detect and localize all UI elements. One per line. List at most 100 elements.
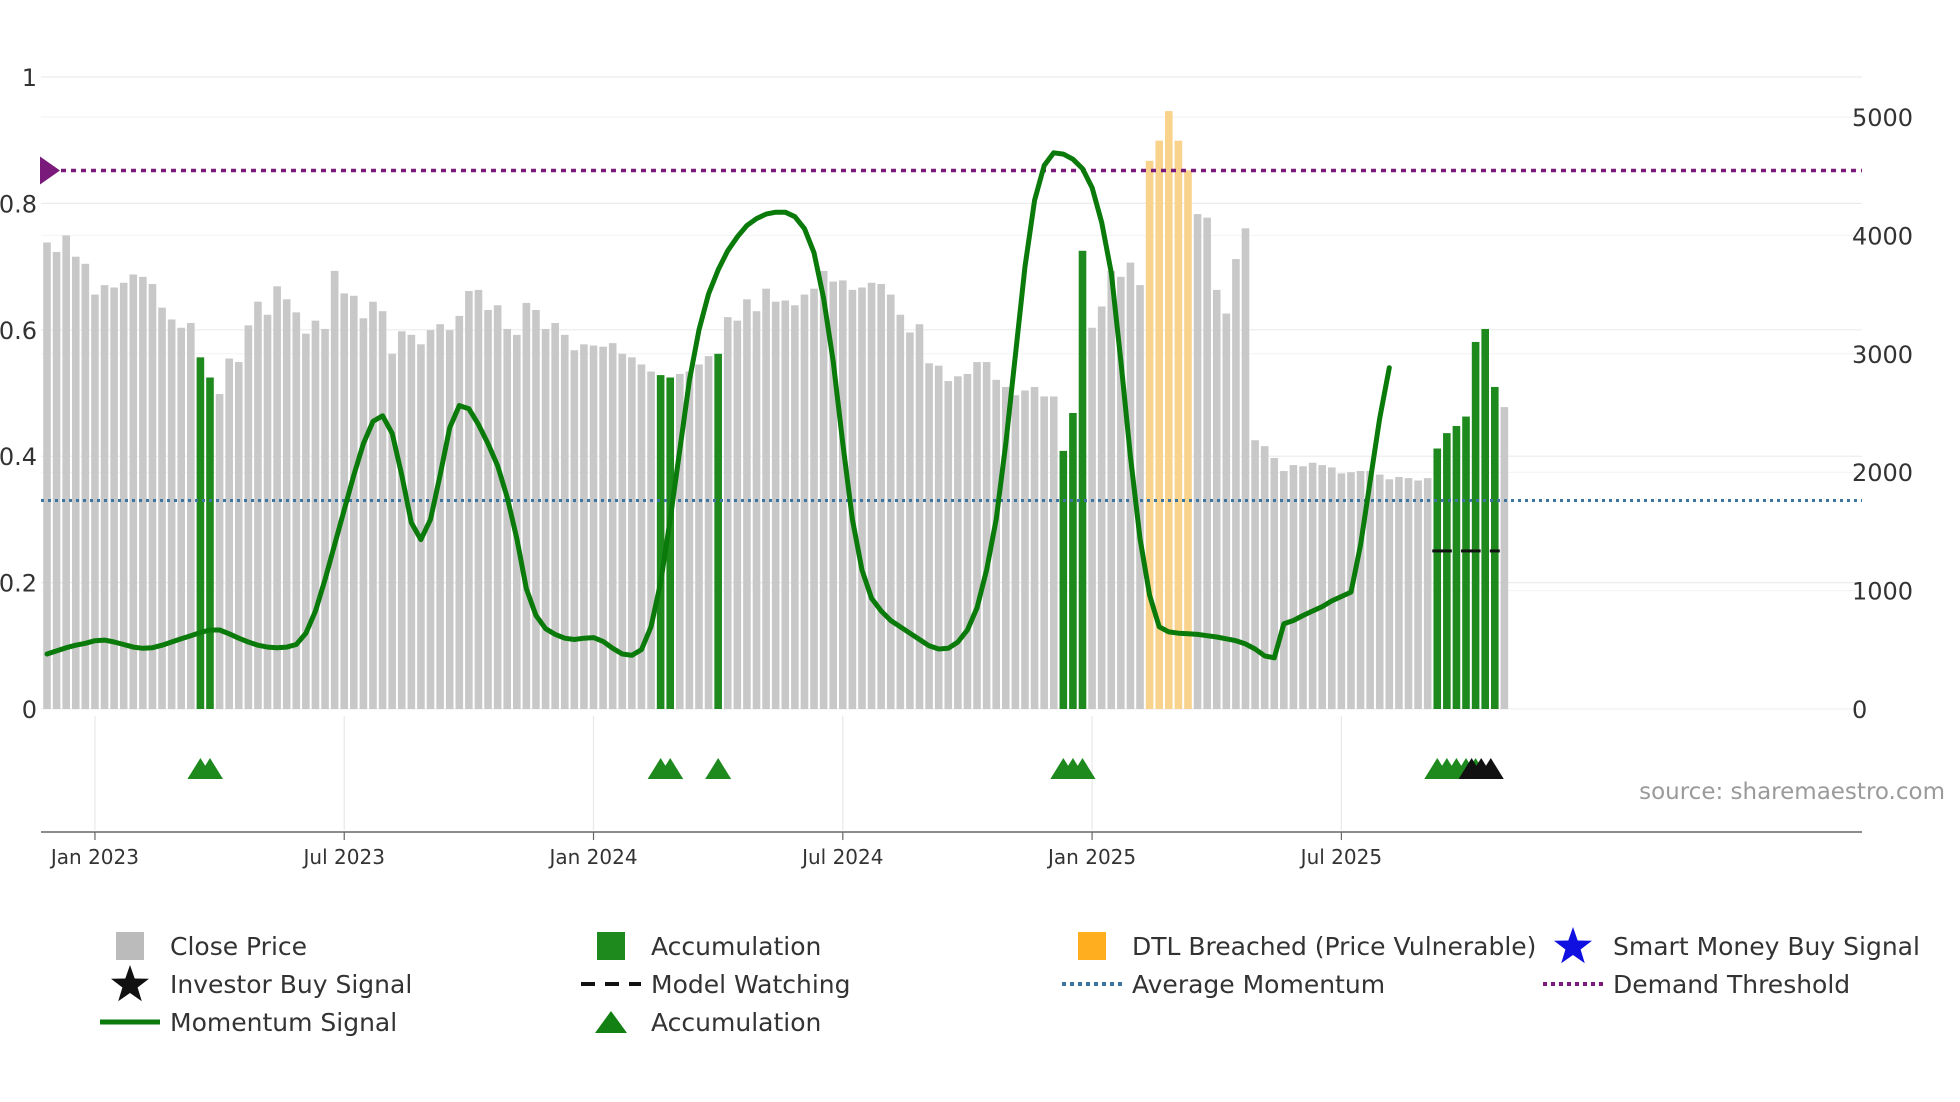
- close-price-bar: [1366, 471, 1374, 709]
- accumulation-bar: [1078, 250, 1087, 710]
- dtl-breached-bar: [1145, 160, 1154, 710]
- close-price-bar: [1097, 306, 1106, 709]
- close-price-bar: [158, 307, 166, 709]
- legend-star-icon: [1554, 927, 1592, 964]
- accumulation-bar: [1433, 448, 1442, 709]
- close-price-bar: [589, 345, 598, 709]
- close-price-bar: [273, 286, 281, 709]
- close-price-bar: [839, 280, 847, 709]
- close-price-bar: [915, 324, 924, 709]
- close-price-bar: [819, 270, 828, 709]
- signal-lines: [40, 150, 1862, 661]
- close-price-bar: [963, 373, 972, 709]
- accumulation-bar: [1452, 426, 1461, 709]
- close-price-bar: [1289, 465, 1298, 709]
- close-price-bar: [417, 344, 425, 709]
- close-price-bar: [1002, 386, 1010, 709]
- accumulation-marker: [705, 758, 732, 779]
- close-price-bar: [397, 331, 406, 709]
- close-price-bar: [618, 353, 627, 709]
- close-price-bar: [1203, 217, 1211, 709]
- close-price-bar: [781, 300, 790, 709]
- right-tick-label: 0: [1852, 696, 1867, 724]
- close-price-bar: [119, 282, 128, 709]
- close-price-bar: [867, 282, 876, 709]
- close-price-bar: [1011, 395, 1020, 709]
- close-price-bar: [139, 276, 147, 709]
- close-price-bar: [359, 318, 368, 709]
- close-price-bar: [1126, 262, 1135, 709]
- close-price-bar: [378, 311, 387, 709]
- close-price-bar: [1117, 276, 1125, 709]
- close-price-bar: [1375, 474, 1384, 709]
- x-tick-label: Jan 2023: [49, 845, 139, 869]
- x-tick-label: Jul 2024: [800, 845, 883, 869]
- close-price-bar: [455, 315, 464, 709]
- close-price-bar: [148, 283, 157, 709]
- close-price-bar: [369, 301, 377, 709]
- x-tick-label: Jul 2025: [1299, 845, 1382, 869]
- close-price-bar: [676, 373, 684, 709]
- accumulation-bar: [196, 357, 205, 709]
- close-price-bar: [541, 328, 550, 709]
- legend-label: Smart Money Buy Signal: [1613, 932, 1920, 961]
- close-price-bar: [752, 311, 761, 709]
- close-price-bar: [848, 289, 857, 709]
- close-price-bar: [580, 344, 588, 709]
- close-price-bar: [52, 251, 61, 709]
- close-price-bar: [743, 299, 751, 709]
- accumulation-bar: [1490, 386, 1499, 709]
- close-price-bar: [1423, 478, 1432, 709]
- close-price-bar: [1212, 289, 1221, 709]
- close-price-bar: [570, 350, 579, 709]
- dtl-breached-bar: [1184, 170, 1192, 709]
- close-price-bar: [1308, 462, 1317, 709]
- close-price-bar: [944, 381, 953, 709]
- close-price-bar: [474, 289, 483, 709]
- close-price-bar: [599, 346, 607, 709]
- accumulation-bar: [666, 377, 675, 709]
- close-price-bar: [1088, 327, 1096, 709]
- close-price-bar: [1107, 270, 1116, 709]
- legend-label: Accumulation: [651, 1008, 821, 1037]
- close-price-bar: [608, 343, 617, 709]
- close-price-bar: [225, 358, 233, 709]
- accumulation-marker: [657, 758, 684, 779]
- close-price-bar: [302, 333, 310, 709]
- close-price-bar: [388, 353, 396, 709]
- source-label: source: sharemaestro.com: [1639, 779, 1945, 805]
- close-price-bar: [1049, 396, 1058, 709]
- legend-triangle-icon: [595, 1011, 627, 1033]
- legend-square-icon: [116, 932, 144, 960]
- x-axis-ticks: Jan 2023 Jul 2023 Jan 2024 Jul 2024 Jan 2025…: [49, 832, 1382, 869]
- close-price-bar: [551, 323, 559, 709]
- close-price-bar: [110, 287, 118, 709]
- close-price-bar: [637, 364, 646, 709]
- close-price-bar: [292, 312, 301, 709]
- accumulation-bar: [1443, 433, 1451, 709]
- left-tick-label: 0.2: [0, 570, 37, 598]
- close-price-bar: [129, 274, 138, 709]
- close-price-bar: [877, 283, 885, 709]
- close-price-bar: [81, 263, 90, 709]
- accumulation-bar: [1462, 416, 1470, 709]
- left-tick-label: 0.8: [0, 190, 37, 218]
- close-price-bar: [1385, 479, 1394, 709]
- close-price-bar: [1251, 440, 1259, 709]
- close-price-bar: [234, 362, 243, 709]
- dtl-breached-bar: [1174, 140, 1183, 709]
- close-price-bar: [311, 320, 320, 709]
- close-price-bar: [263, 314, 272, 709]
- close-price-bar: [1241, 228, 1250, 709]
- right-tick-label: 3000: [1852, 341, 1913, 369]
- close-price-bar: [896, 314, 905, 709]
- close-price-bar: [350, 295, 358, 709]
- signal-markers: [187, 758, 1504, 779]
- legend: Close Price Accumulation DTL Breached (Pri…: [100, 927, 1920, 1037]
- legend-label: Demand Threshold: [1613, 970, 1850, 999]
- close-price-bar: [1260, 446, 1269, 709]
- close-price-bar: [513, 334, 521, 709]
- close-price-bar: [91, 294, 99, 709]
- close-price-bar: [522, 302, 531, 709]
- close-price-bar: [954, 376, 962, 709]
